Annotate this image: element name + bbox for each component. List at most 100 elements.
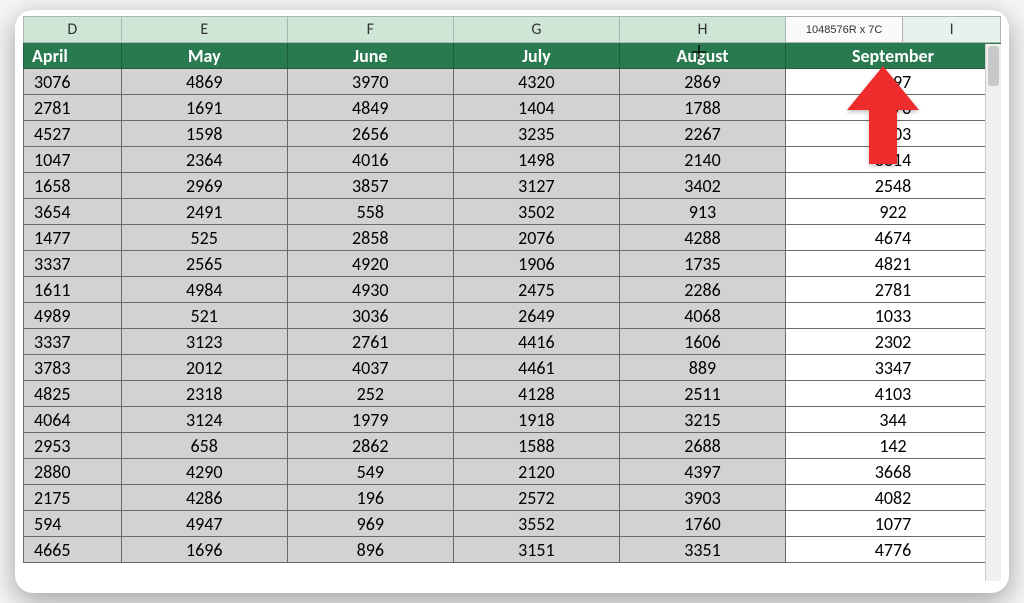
- table-row[interactable]: 161149844930247522862781: [24, 277, 1001, 303]
- cell[interactable]: 2781: [786, 277, 1001, 303]
- cell[interactable]: 3903: [619, 485, 785, 511]
- cell[interactable]: 4397: [619, 459, 785, 485]
- cell[interactable]: 4825: [24, 381, 122, 407]
- cell[interactable]: 4776: [786, 537, 1001, 563]
- cell[interactable]: 3857: [287, 173, 453, 199]
- cell[interactable]: 1588: [453, 433, 619, 459]
- cell[interactable]: 594: [24, 511, 122, 537]
- cell[interactable]: 2565: [121, 251, 287, 277]
- cell[interactable]: 4128: [453, 381, 619, 407]
- cell[interactable]: 1658: [24, 173, 122, 199]
- cell[interactable]: 4869: [121, 69, 287, 95]
- cell[interactable]: 4947: [121, 511, 287, 537]
- cell[interactable]: 3351: [619, 537, 785, 563]
- cell[interactable]: 4286: [121, 485, 287, 511]
- table-row[interactable]: 37832012403744618893347: [24, 355, 1001, 381]
- cell[interactable]: 4037: [287, 355, 453, 381]
- cell[interactable]: 2969: [121, 173, 287, 199]
- cell[interactable]: 1760: [619, 511, 785, 537]
- cell[interactable]: 969: [287, 511, 453, 537]
- column-header-G[interactable]: G: [453, 17, 619, 43]
- cell[interactable]: 558: [287, 199, 453, 225]
- cell[interactable]: 3123: [121, 329, 287, 355]
- cell[interactable]: 4930: [287, 277, 453, 303]
- column-header-E[interactable]: E: [121, 17, 287, 43]
- cell[interactable]: 3654: [24, 199, 122, 225]
- cell[interactable]: 1906: [453, 251, 619, 277]
- cell[interactable]: 4103: [786, 381, 1001, 407]
- cell[interactable]: 4989: [24, 303, 122, 329]
- table-row[interactable]: 14775252858207642884674: [24, 225, 1001, 251]
- cell[interactable]: 2858: [287, 225, 453, 251]
- table-row[interactable]: 165829693857312734022548: [24, 173, 1001, 199]
- cell[interactable]: 3337: [24, 251, 122, 277]
- cell[interactable]: 3235: [453, 121, 619, 147]
- cell[interactable]: 2120: [453, 459, 619, 485]
- cell[interactable]: 1477: [24, 225, 122, 251]
- cell[interactable]: 2364: [121, 147, 287, 173]
- table-row[interactable]: 49895213036264940681033: [24, 303, 1001, 329]
- cell[interactable]: 2175: [24, 485, 122, 511]
- column-header-row[interactable]: DEFGH1048576R x 7CI: [24, 17, 1001, 43]
- cell[interactable]: 2953: [24, 433, 122, 459]
- cell[interactable]: 4527: [24, 121, 122, 147]
- column-header-H[interactable]: H: [619, 17, 785, 43]
- cell[interactable]: 2572: [453, 485, 619, 511]
- table-row[interactable]: 333731232761441616062302: [24, 329, 1001, 355]
- table-row[interactable]: 2953658286215882688142: [24, 433, 1001, 459]
- cell[interactable]: 3036: [287, 303, 453, 329]
- cell[interactable]: 2649: [453, 303, 619, 329]
- cell[interactable]: 142: [786, 433, 1001, 459]
- cell[interactable]: 3215: [619, 407, 785, 433]
- vertical-scrollbar[interactable]: [985, 44, 1001, 581]
- cell[interactable]: 1918: [453, 407, 619, 433]
- table-row[interactable]: 48252318252412825114103: [24, 381, 1001, 407]
- table-row[interactable]: 5944947969355217601077: [24, 511, 1001, 537]
- cell[interactable]: 922: [786, 199, 1001, 225]
- cell[interactable]: 4082: [786, 485, 1001, 511]
- cell[interactable]: 1979: [287, 407, 453, 433]
- cell[interactable]: 2140: [619, 147, 785, 173]
- cell[interactable]: 4849: [287, 95, 453, 121]
- cell[interactable]: 252: [287, 381, 453, 407]
- cell[interactable]: 889: [619, 355, 785, 381]
- cell[interactable]: 2880: [24, 459, 122, 485]
- cell[interactable]: 2076: [453, 225, 619, 251]
- cell[interactable]: 913: [619, 199, 785, 225]
- cell[interactable]: 4821: [786, 251, 1001, 277]
- column-header-F[interactable]: F: [287, 17, 453, 43]
- cell[interactable]: 4064: [24, 407, 122, 433]
- cell[interactable]: 4674: [786, 225, 1001, 251]
- cell[interactable]: 4984: [121, 277, 287, 303]
- cell[interactable]: 4290: [121, 459, 287, 485]
- cell[interactable]: 4920: [287, 251, 453, 277]
- cell[interactable]: 1611: [24, 277, 122, 303]
- table-row[interactable]: 21754286196257239034082: [24, 485, 1001, 511]
- column-header-D[interactable]: D: [24, 17, 122, 43]
- cell[interactable]: 2761: [287, 329, 453, 355]
- cell[interactable]: 3076: [24, 69, 122, 95]
- cell[interactable]: 1077: [786, 511, 1001, 537]
- table-row[interactable]: 365424915583502913922: [24, 199, 1001, 225]
- cell[interactable]: 4016: [287, 147, 453, 173]
- cell[interactable]: 2302: [786, 329, 1001, 355]
- cell[interactable]: 3502: [453, 199, 619, 225]
- scrollbar-thumb[interactable]: [988, 46, 999, 86]
- cell[interactable]: 2511: [619, 381, 785, 407]
- column-header-I[interactable]: I: [903, 17, 1001, 43]
- cell[interactable]: 2267: [619, 121, 785, 147]
- cell[interactable]: 3668: [786, 459, 1001, 485]
- cell[interactable]: 344: [786, 407, 1001, 433]
- cell[interactable]: 1691: [121, 95, 287, 121]
- table-row[interactable]: 40643124197919183215344: [24, 407, 1001, 433]
- cell[interactable]: 2688: [619, 433, 785, 459]
- cell[interactable]: 3402: [619, 173, 785, 199]
- cell[interactable]: 3151: [453, 537, 619, 563]
- table-row[interactable]: 46651696896315133514776: [24, 537, 1001, 563]
- cell[interactable]: 4288: [619, 225, 785, 251]
- cell[interactable]: 1735: [619, 251, 785, 277]
- cell[interactable]: 4461: [453, 355, 619, 381]
- cell[interactable]: 4665: [24, 537, 122, 563]
- table-row[interactable]: 28804290549212043973668: [24, 459, 1001, 485]
- cell[interactable]: 2862: [287, 433, 453, 459]
